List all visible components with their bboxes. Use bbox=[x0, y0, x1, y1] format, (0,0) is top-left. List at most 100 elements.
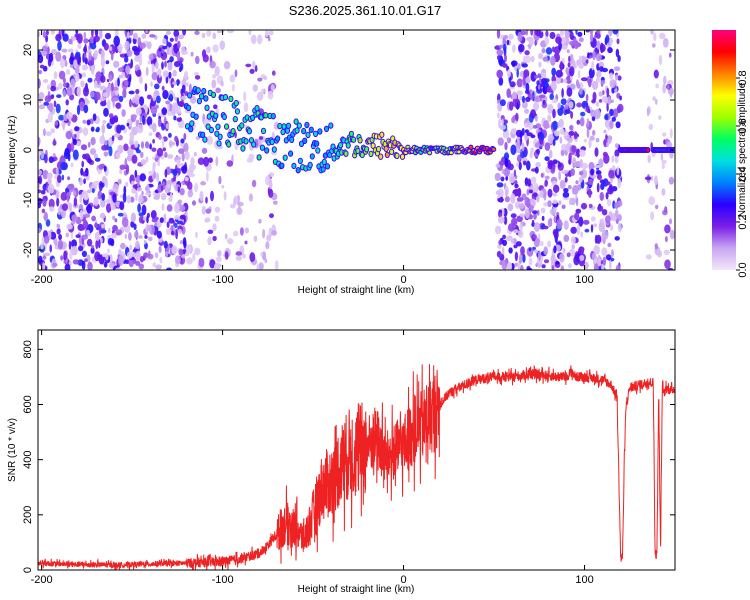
heatmap-noise-cell bbox=[134, 230, 139, 239]
heatmap-noise-cell bbox=[146, 116, 153, 127]
heatmap-signal-cell bbox=[314, 131, 318, 136]
heatmap-noise-cell bbox=[87, 158, 93, 164]
heatmap-noise-cell bbox=[147, 60, 151, 65]
heatmap-noise-cell bbox=[571, 145, 577, 153]
heatmap-noise-cell bbox=[271, 70, 276, 76]
heatmap-noise-cell bbox=[208, 157, 213, 163]
heatmap-noise-cell bbox=[94, 251, 101, 262]
heatmap-signal-cell bbox=[188, 93, 192, 98]
heatmap-noise-cell bbox=[67, 183, 74, 190]
heatmap-noise-cell bbox=[580, 55, 586, 64]
heatmap-noise-cell bbox=[648, 123, 653, 131]
heatmap-noise-cell bbox=[224, 233, 228, 240]
heatmap-noise-cell bbox=[592, 50, 596, 61]
heatmap-noise-cell bbox=[195, 55, 200, 65]
heatmap-noise-cell bbox=[94, 222, 98, 229]
heatmap-noise-cell bbox=[617, 214, 622, 222]
heatmap-noise-cell bbox=[81, 64, 89, 71]
heatmap-noise-cell bbox=[223, 191, 227, 201]
heatmap-noise-cell bbox=[605, 254, 612, 261]
heatmap-noise-cell bbox=[136, 69, 142, 77]
heatmap-noise-cell bbox=[587, 52, 590, 59]
heatmap-noise-cell bbox=[108, 193, 112, 203]
heatmap-noise-cell bbox=[509, 101, 514, 111]
heatmap-noise-cell bbox=[170, 230, 175, 236]
heatmap-noise-cell bbox=[515, 241, 522, 247]
heatmap-noise-cell bbox=[516, 162, 519, 167]
heatmap-signal-cell bbox=[379, 154, 383, 159]
heatmap-noise-cell bbox=[178, 248, 184, 256]
heatmap-noise-cell bbox=[55, 51, 62, 62]
heatmap-noise-cell bbox=[248, 193, 253, 202]
heatmap-noise-cell bbox=[65, 232, 70, 238]
heatmap-noise-cell bbox=[112, 193, 117, 203]
heatmap-noise-cell bbox=[616, 166, 620, 176]
heatmap-noise-cell bbox=[99, 135, 106, 145]
heatmap-noise-cell bbox=[201, 147, 208, 154]
heatmap-noise-cell bbox=[496, 30, 501, 39]
heatmap-noise-cell bbox=[664, 224, 671, 234]
heatmap-signal-cell bbox=[278, 123, 282, 129]
heatmap-noise-cell bbox=[157, 159, 161, 167]
heatmap-noise-cell bbox=[79, 177, 83, 186]
heatmap-noise-cell bbox=[518, 203, 525, 210]
heatmap-noise-cell bbox=[268, 179, 273, 190]
heatmap-noise-cell bbox=[86, 189, 92, 194]
heatmap-noise-cell bbox=[567, 62, 571, 68]
heatmap-noise-cell bbox=[525, 30, 529, 36]
heatmap-signal-cell bbox=[286, 123, 291, 128]
heatmap-signal-cell bbox=[365, 147, 369, 152]
heatmap-noise-cell bbox=[616, 38, 620, 45]
heatmap-noise-cell bbox=[107, 99, 111, 110]
heatmap-noise-cell bbox=[648, 196, 655, 206]
heatmap-noise-cell bbox=[498, 160, 506, 166]
heatmap-noise-cell bbox=[108, 113, 114, 119]
heatmap-noise-cell bbox=[507, 203, 514, 212]
heatmap-noise-cell bbox=[566, 144, 570, 151]
x-tick-label: 100 bbox=[575, 574, 593, 586]
heatmap-noise-cell bbox=[53, 71, 58, 80]
heatmap-noise-cell bbox=[596, 182, 600, 193]
heatmap-noise-cell bbox=[69, 249, 73, 260]
heatmap-noise-cell bbox=[272, 200, 278, 205]
heatmap-noise-cell bbox=[533, 222, 541, 232]
heatmap-noise-cell bbox=[537, 250, 542, 261]
heatmap-noise-cell bbox=[113, 60, 120, 68]
y-tick-label: 10 bbox=[22, 94, 34, 106]
heatmap-noise-cell bbox=[501, 259, 508, 270]
heatmap-noise-cell bbox=[588, 188, 592, 198]
heatmap-noise-cell bbox=[598, 99, 603, 103]
x-tick-label: 100 bbox=[575, 274, 593, 286]
heatmap-noise-cell bbox=[70, 162, 74, 168]
heatmap-noise-cell bbox=[506, 235, 513, 242]
heatmap-noise-cell bbox=[513, 244, 518, 249]
heatmap-noise-cell bbox=[500, 176, 505, 182]
heatmap-noise-cell bbox=[494, 225, 502, 235]
heatmap-signal-cell bbox=[360, 152, 364, 158]
heatmap-noise-cell bbox=[505, 175, 509, 181]
heatmap-noise-cell bbox=[194, 182, 199, 193]
heatmap-noise-cell bbox=[518, 230, 524, 238]
heatmap-noise-cell bbox=[600, 80, 606, 85]
heatmap-signal-cell bbox=[270, 139, 274, 145]
heatmap-noise-cell bbox=[522, 160, 527, 166]
y-tick-label: 400 bbox=[22, 450, 34, 468]
heatmap-noise-cell bbox=[164, 151, 168, 158]
heatmap-noise-cell bbox=[233, 197, 237, 207]
heatmap-noise-cell bbox=[177, 34, 184, 40]
heatmap-noise-cell bbox=[248, 30, 252, 36]
heatmap-noise-cell bbox=[568, 55, 571, 63]
heatmap-noise-cell bbox=[126, 122, 130, 127]
heatmap-noise-cell bbox=[497, 137, 504, 146]
heatmap-noise-cell bbox=[496, 182, 504, 188]
heatmap-noise-cell bbox=[206, 135, 213, 145]
heatmap-noise-cell bbox=[258, 218, 262, 224]
heatmap-noise-cell bbox=[563, 188, 569, 193]
heatmap-noise-cell bbox=[104, 32, 112, 40]
heatmap-noise-cell bbox=[73, 197, 78, 207]
heatmap-noise-cell bbox=[57, 239, 64, 250]
heatmap-noise-cell bbox=[168, 90, 174, 96]
heatmap-noise-cell bbox=[158, 134, 162, 140]
heatmap-noise-cell bbox=[615, 143, 619, 149]
heatmap-noise-cell bbox=[607, 47, 613, 54]
